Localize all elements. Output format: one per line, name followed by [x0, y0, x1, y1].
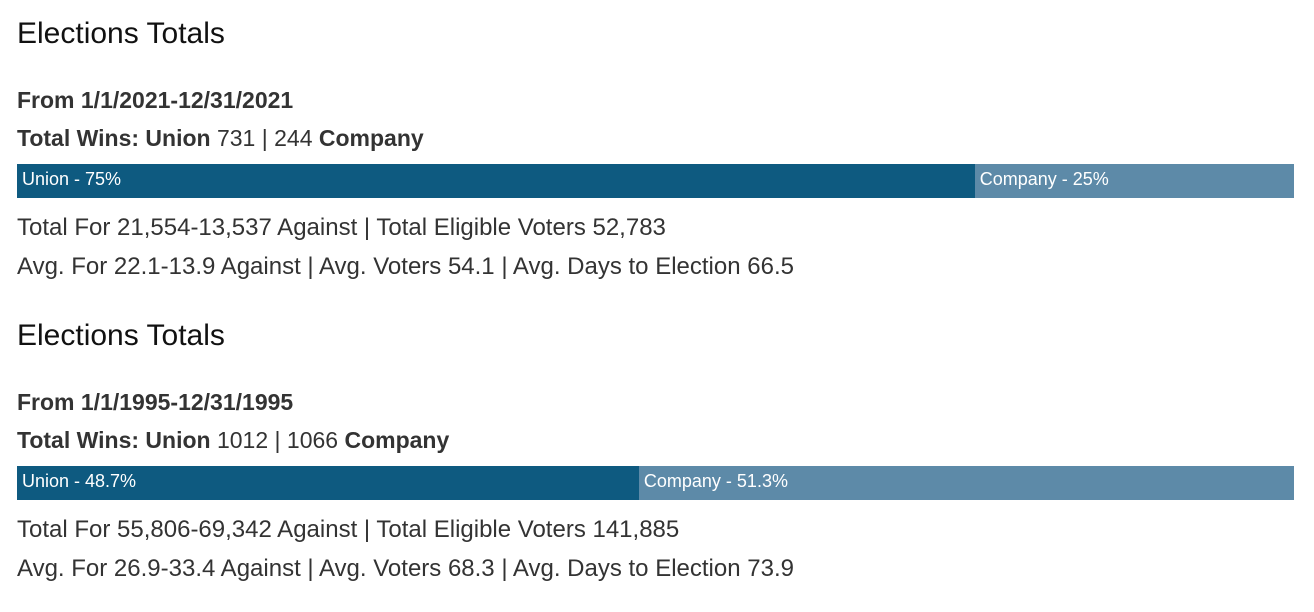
union-win-count: 731	[216, 125, 256, 151]
company-bar-segment: Company - 51.3%	[638, 466, 1294, 500]
section-title: Elections Totals	[17, 319, 225, 352]
company-win-count: 244	[274, 125, 313, 151]
totals-line: Total For 21,554-13,537 Against | Total …	[17, 214, 666, 241]
company-label: Company	[318, 125, 424, 151]
union-label: Union	[145, 427, 211, 453]
date-range: From 1/1/1995-12/31/1995	[17, 389, 294, 415]
company-win-count: 1066	[286, 427, 339, 453]
averages-line: Avg. For 22.1-13.9 Against | Avg. Voters…	[17, 253, 794, 280]
total-wins: Total Wins: Union 1012 | 1066 Company	[17, 424, 449, 456]
total-wins: Total Wins: Union 731 | 244 Company	[17, 122, 424, 154]
totals-line: Total For 55,806-69,342 Against | Total …	[17, 516, 680, 543]
averages-line: Avg. For 26.9-33.4 Against | Avg. Voters…	[17, 555, 794, 582]
section-title: Elections Totals	[17, 17, 225, 50]
wins-split-bar: Union - 75% Company - 25%	[17, 164, 1294, 198]
total-wins-label: Total Wins:	[17, 427, 140, 453]
company-bar-segment: Company - 25%	[974, 164, 1294, 198]
company-label: Company	[344, 427, 450, 453]
union-win-count: 1012	[216, 427, 269, 453]
wins-split-bar: Union - 48.7% Company - 51.3%	[17, 466, 1294, 500]
date-range: From 1/1/2021-12/31/2021	[17, 87, 294, 113]
union-bar-segment: Union - 75%	[17, 164, 975, 198]
union-label: Union	[145, 125, 211, 151]
wins-separator: |	[261, 125, 268, 151]
total-wins-label: Total Wins:	[17, 125, 140, 151]
union-bar-segment: Union - 48.7%	[17, 466, 639, 500]
wins-separator: |	[274, 427, 281, 453]
